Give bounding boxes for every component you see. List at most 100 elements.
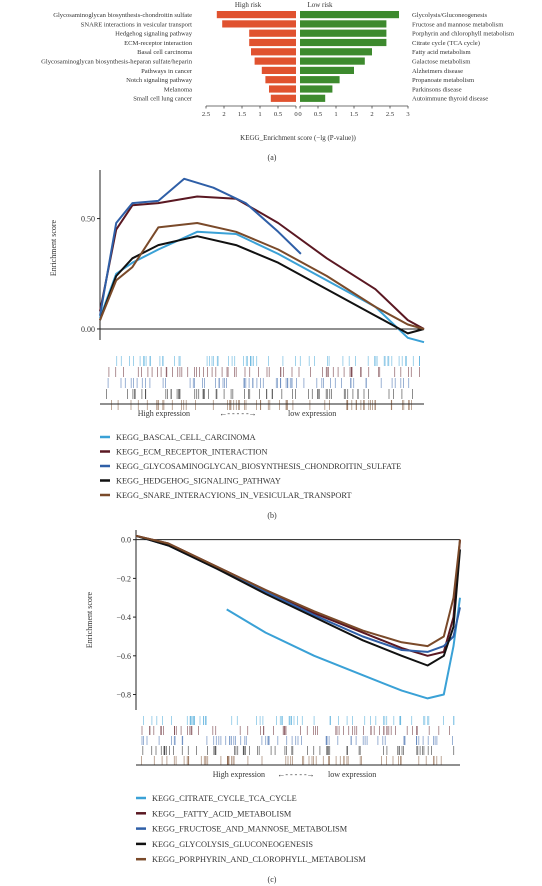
panel-b-enrichment-plot: 0.00 0.50 — [81, 170, 425, 344]
high-risk-category-label: SNARE interactions in vesicular transpor… — [81, 21, 193, 28]
high-risk-bar — [249, 38, 296, 47]
legend-entry: KEGG_CITRATE_CYCLE_TCA_CYCLE — [152, 794, 297, 803]
legend-entry: KEGG_ECM_RECEPTOR_INTERACTION — [116, 448, 268, 457]
high-risk-bar — [261, 66, 296, 74]
low-risk-label: Low risk — [307, 1, 333, 9]
low-risk-category-label: Propanoate metabolism — [412, 77, 475, 84]
low-risk-category-label: Porphyrin and chlorophyll metabolism — [412, 31, 515, 38]
series-line — [99, 235, 425, 335]
series-line — [226, 597, 461, 700]
panel-b-legend: KEGG_BASCAL_CELL_CARCINOMA KEGG_ECM_RECEP… — [100, 433, 401, 500]
panel-c-legend: KEGG_CITRATE_CYCLE_TCA_CYCLE KEGG__FATTY_… — [136, 794, 366, 864]
panel-c-arrow: ←- - - - -→ — [277, 770, 314, 779]
high-risk-bar — [254, 57, 296, 65]
x-tick-label: 1 — [258, 111, 261, 118]
x-tick-label: 0 — [294, 111, 298, 118]
low-risk-category-label: Citrate cycle (TCA cycle) — [412, 40, 480, 47]
y-tick-label: 0.0 — [121, 536, 131, 545]
y-tick-label: −0.2 — [116, 574, 131, 583]
high-risk-bar — [270, 94, 296, 102]
high-risk-category-label: Pathways in cancer — [141, 68, 193, 75]
low-risk-bar — [300, 20, 387, 28]
x-tick-label: 0.5 — [314, 111, 323, 118]
low-risk-category-label: Fatty acid metabolism — [412, 49, 471, 56]
high-risk-category-label: Small cell lung cancer — [133, 96, 193, 103]
high-risk-bar — [269, 85, 296, 93]
high-risk-bar — [249, 29, 296, 37]
panel-a-label: (a) — [268, 153, 277, 162]
panel-c-y-axis-label: Enrichment score — [85, 591, 94, 648]
y-tick-label: −0.4 — [116, 613, 131, 622]
legend-entry: KEGG_PORPHYRIN_AND_CLOROPHYLL_METABOLISM — [152, 855, 366, 864]
low-risk-category-label: Glycolysis/Gluconeogenesis — [412, 12, 488, 19]
x-tick-label: 0.5 — [274, 111, 283, 118]
low-risk-category-label: Alzheimers disease — [412, 68, 463, 75]
low-risk-category-label: Fructose and mannose metabolism — [412, 21, 504, 28]
legend-entry: KEGG_HEDGEHOG_SIGNALING_PATHWAY — [116, 477, 281, 486]
legend-entry: KEGG_FRUCTOSE_AND_MANNOSE_METABOLISM — [152, 825, 348, 834]
y-tick-label: −0.6 — [116, 652, 131, 661]
panel-b-arrow: ←- - - - -→ — [219, 409, 256, 418]
high-risk-bar — [222, 20, 296, 28]
low-risk-bar — [300, 38, 387, 47]
low-risk-bars — [300, 11, 399, 102]
x-tick-label: 3 — [406, 111, 410, 118]
low-risk-bar — [300, 29, 387, 37]
high-risk-bar — [216, 11, 296, 19]
series-line — [99, 230, 425, 344]
panel-c-gsea-plot: 0.0 −0.2 −0.4 −0.6 −0.8 Enrichment score Hig… — [85, 530, 461, 884]
panel-b-hit-barcode — [100, 356, 424, 410]
high-risk-category-labels: Glycosaminoglycan biosynthesis-chondroit… — [41, 12, 193, 103]
low-risk-bar — [300, 66, 354, 74]
low-risk-bar — [300, 76, 340, 84]
high-risk-label: High risk — [235, 1, 262, 9]
high-risk-category-label: Basal cell carcinoma — [137, 49, 192, 56]
x-tick-label: 1.5 — [238, 111, 247, 118]
high-risk-category-label: Melanoma — [164, 86, 192, 93]
panel-a-x-axis: 2.5 2 1.5 1 0.5 0 0 0.5 1 1.5 2 2.5 3 — [202, 105, 410, 118]
y-tick-label: 0.50 — [81, 215, 95, 224]
low-risk-bar — [300, 85, 333, 93]
high-risk-category-label: Glycosaminoglycan biosynthesis-chondroit… — [53, 12, 192, 19]
low-risk-category-label: Parkinsons disease — [412, 86, 462, 93]
low-risk-bar — [300, 48, 372, 56]
series-line — [99, 177, 302, 316]
low-risk-bar — [300, 94, 326, 102]
panel-c-enrichment-plot: 0.0 −0.2 −0.4 −0.6 −0.8 — [116, 530, 461, 710]
panel-c-hit-barcode — [136, 716, 460, 766]
series-line — [135, 534, 461, 667]
legend-entry: KEGG_BASCAL_CELL_CARCINOMA — [116, 433, 256, 442]
high-risk-category-label: ECM-receptor interaction — [124, 40, 193, 47]
legend-entry: KEGG__FATTY_ACID_METABOLISM — [152, 809, 292, 818]
x-tick-label: 2.5 — [386, 111, 395, 118]
x-tick-label: 1 — [334, 111, 337, 118]
series-line — [135, 534, 461, 648]
y-tick-label: −0.8 — [116, 691, 131, 700]
low-risk-bar — [300, 57, 365, 65]
x-tick-label: 2 — [222, 111, 225, 118]
legend-entry: KEGG_GLYCOLYSIS_GLUCONEOGENESIS — [152, 840, 313, 849]
panel-c-high-expression-label: High expression — [213, 770, 265, 779]
x-tick-label: 2.5 — [202, 111, 211, 118]
high-risk-bar — [265, 76, 296, 84]
panel-a-bar-chart: High risk Low risk Glycosaminoglycan bio… — [41, 1, 515, 162]
panel-a-x-axis-label: KEGG_Enrichment score (−lg (P-value)) — [240, 134, 356, 142]
high-risk-category-label: Hedgehog signaling pathway — [115, 31, 193, 38]
low-risk-bar — [300, 11, 399, 19]
legend-entry: KEGG_GLYCOSAMINOGLYCAN_BIOSYNTHESIS_CHON… — [116, 462, 401, 471]
high-risk-category-label: Notch signaling pathway — [126, 77, 193, 84]
panel-b-high-expression-label: High expression — [138, 409, 190, 418]
panel-b-low-expression-label: low expression — [288, 409, 336, 418]
legend-entry: KEGG_SNARE_INTERACYIONS_IN_VESICULAR_TRA… — [116, 491, 352, 500]
low-risk-category-label: Galactose metabolism — [412, 59, 471, 66]
panel-c-label: (c) — [268, 875, 277, 884]
high-risk-bar — [251, 48, 296, 56]
panel-b-gsea-plot: 0.00 0.50 Enrichment score High expressio… — [49, 170, 425, 520]
x-tick-label: 0 — [298, 111, 302, 118]
low-risk-category-labels: Glycolysis/Gluconeogenesis Fructose and m… — [412, 12, 515, 103]
panel-c-low-expression-label: low expression — [328, 770, 376, 779]
low-risk-category-label: Autoimmune thyroid disease — [412, 96, 488, 103]
high-risk-bars — [216, 11, 296, 102]
x-tick-label: 2 — [370, 111, 373, 118]
